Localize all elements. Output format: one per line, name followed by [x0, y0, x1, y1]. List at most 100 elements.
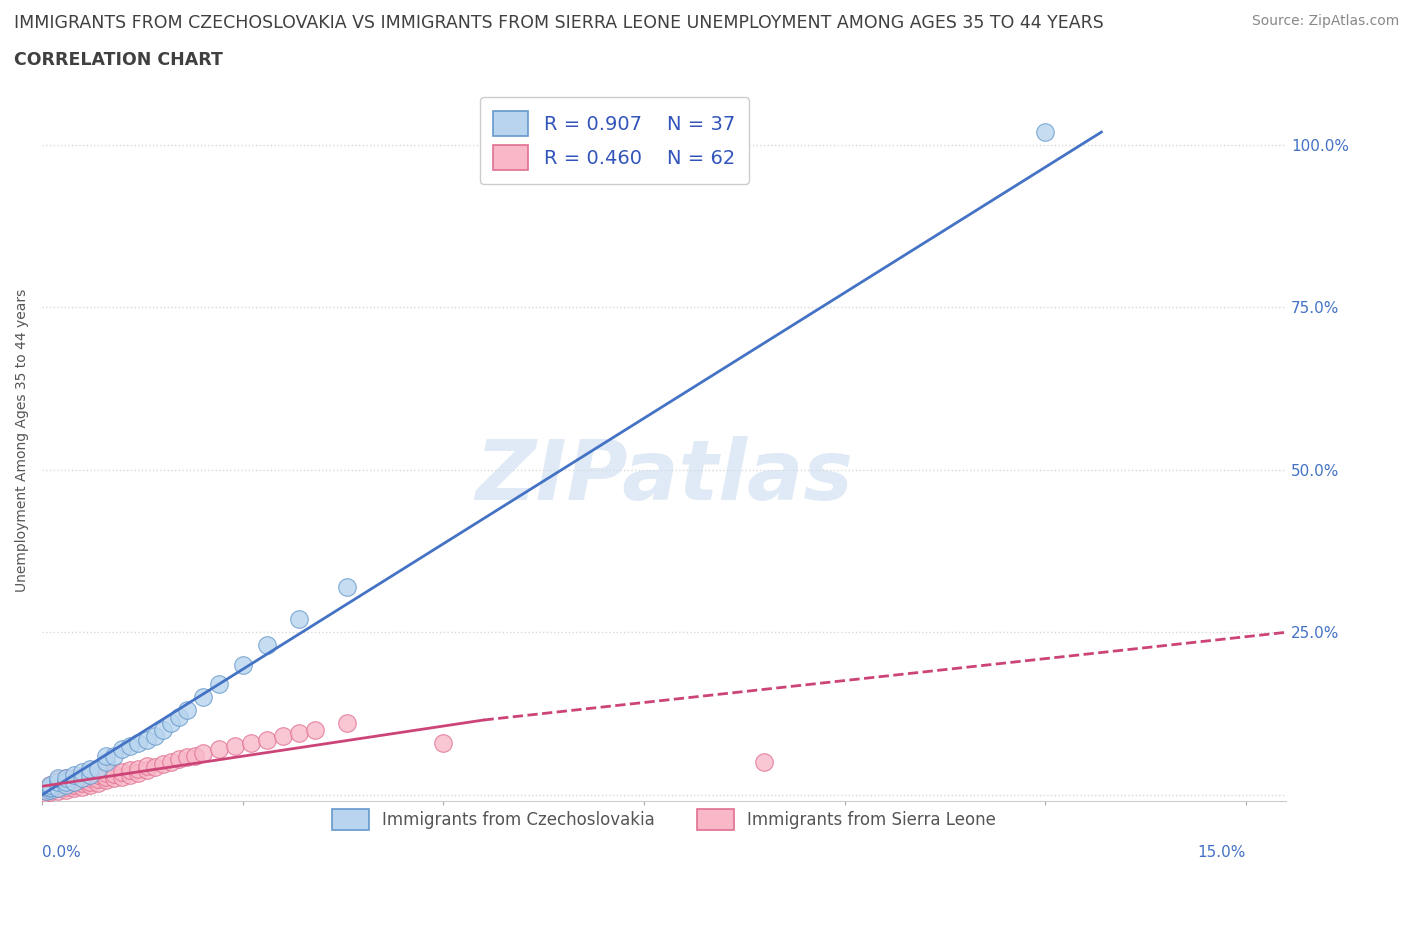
Point — [432, 736, 454, 751]
Text: 0.0%: 0.0% — [42, 844, 82, 859]
Point — [152, 756, 174, 771]
Point — [72, 764, 94, 779]
Point — [232, 658, 254, 672]
Point — [72, 776, 94, 790]
Point — [167, 751, 190, 766]
Point — [72, 771, 94, 786]
Point — [55, 779, 77, 794]
Point — [87, 776, 110, 790]
Point — [336, 716, 359, 731]
Point — [96, 755, 118, 770]
Point — [127, 762, 149, 777]
Point — [55, 777, 77, 792]
Point — [183, 749, 205, 764]
Point — [96, 765, 118, 780]
Point — [46, 783, 69, 798]
Point — [55, 775, 77, 790]
Point — [79, 775, 101, 790]
Point — [35, 784, 58, 799]
Point — [120, 763, 142, 777]
Text: 15.0%: 15.0% — [1198, 844, 1246, 859]
Point — [46, 776, 69, 790]
Point — [87, 772, 110, 787]
Point — [127, 736, 149, 751]
Point — [127, 766, 149, 781]
Point — [135, 763, 157, 777]
Point — [63, 781, 86, 796]
Point — [39, 779, 62, 794]
Point — [55, 782, 77, 797]
Point — [55, 775, 77, 790]
Point — [39, 777, 62, 792]
Point — [135, 732, 157, 747]
Point — [271, 729, 294, 744]
Point — [55, 771, 77, 786]
Point — [87, 762, 110, 777]
Point — [46, 771, 69, 786]
Point — [63, 775, 86, 790]
Point — [103, 766, 125, 781]
Point — [46, 778, 69, 793]
Text: Source: ZipAtlas.com: Source: ZipAtlas.com — [1251, 14, 1399, 28]
Point — [120, 738, 142, 753]
Point — [46, 775, 69, 790]
Point — [152, 723, 174, 737]
Point — [1033, 125, 1056, 140]
Point — [176, 703, 198, 718]
Point — [754, 755, 776, 770]
Point — [39, 779, 62, 794]
Point — [79, 768, 101, 783]
Point — [191, 745, 214, 760]
Point — [96, 773, 118, 788]
Point — [55, 777, 77, 791]
Point — [143, 760, 166, 775]
Point — [304, 723, 326, 737]
Point — [120, 768, 142, 783]
Point — [239, 736, 262, 751]
Point — [63, 771, 86, 786]
Point — [103, 771, 125, 786]
Point — [34, 785, 56, 800]
Point — [208, 742, 231, 757]
Point — [224, 738, 246, 753]
Point — [256, 732, 278, 747]
Point — [37, 783, 59, 798]
Point — [176, 750, 198, 764]
Point — [72, 769, 94, 784]
Point — [46, 781, 69, 796]
Point — [256, 638, 278, 653]
Y-axis label: Unemployment Among Ages 35 to 44 years: Unemployment Among Ages 35 to 44 years — [15, 289, 30, 592]
Point — [96, 769, 118, 784]
Point — [39, 782, 62, 797]
Point — [39, 782, 62, 797]
Point — [39, 777, 62, 792]
Point — [111, 769, 134, 784]
Point — [87, 768, 110, 783]
Point — [63, 775, 86, 790]
Point — [159, 716, 181, 731]
Point — [63, 777, 86, 792]
Point — [55, 771, 77, 786]
Point — [143, 729, 166, 744]
Point — [79, 777, 101, 792]
Point — [39, 781, 62, 796]
Text: IMMIGRANTS FROM CZECHOSLOVAKIA VS IMMIGRANTS FROM SIERRA LEONE UNEMPLOYMENT AMON: IMMIGRANTS FROM CZECHOSLOVAKIA VS IMMIGR… — [14, 14, 1104, 32]
Point — [103, 749, 125, 764]
Point — [79, 771, 101, 786]
Point — [35, 784, 58, 799]
Point — [39, 781, 62, 796]
Point — [79, 762, 101, 777]
Point — [208, 677, 231, 692]
Point — [63, 768, 86, 783]
Point — [72, 779, 94, 794]
Text: CORRELATION CHART: CORRELATION CHART — [14, 51, 224, 69]
Point — [39, 785, 62, 800]
Point — [336, 579, 359, 594]
Point — [167, 710, 190, 724]
Point — [96, 749, 118, 764]
Point — [72, 773, 94, 788]
Point — [191, 690, 214, 705]
Point — [46, 781, 69, 796]
Point — [135, 758, 157, 773]
Point — [111, 764, 134, 779]
